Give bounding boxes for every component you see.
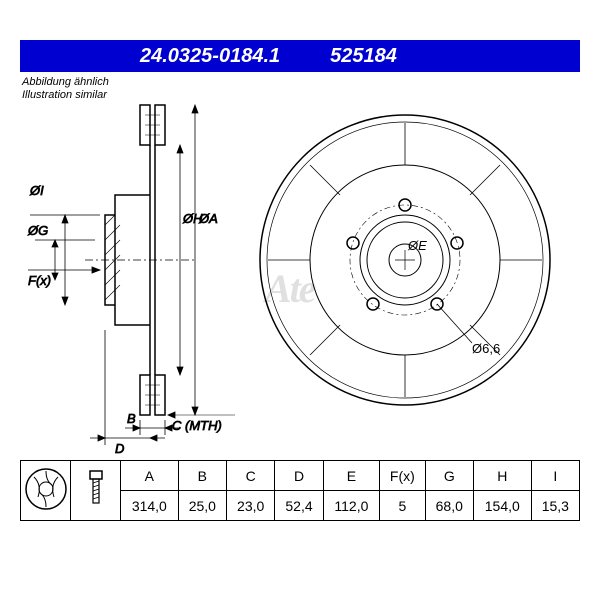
col-header: F(x) — [380, 461, 426, 491]
col-header: H — [473, 461, 531, 491]
col-header: G — [425, 461, 473, 491]
col-header: E — [323, 461, 379, 491]
col-header: D — [275, 461, 323, 491]
cell-value: 25,0 — [178, 491, 226, 521]
col-header: B — [178, 461, 226, 491]
dim-label-c: C (MTH) — [172, 418, 222, 433]
col-header: A — [121, 461, 179, 491]
dimension-table-wrap: A B C D E F(x) G H I 314,0 25,0 23,0 52,… — [20, 460, 580, 521]
cell-value: 68,0 — [425, 491, 473, 521]
front-face-view: ØE Ø6,6 — [260, 115, 550, 405]
cell-value: 154,0 — [473, 491, 531, 521]
dimension-table: A B C D E F(x) G H I 314,0 25,0 23,0 52,… — [20, 460, 580, 521]
side-dimension-lines: ØA ØH ØI ØG F(x) B C (MTH) — [27, 105, 235, 456]
part-number: 24.0325-0184.1 — [140, 45, 280, 68]
bolt-icon-cell — [71, 461, 121, 521]
dim-label-i: ØI — [29, 183, 44, 198]
cell-value: 52,4 — [275, 491, 323, 521]
cell-value: 5 — [380, 491, 426, 521]
col-header: C — [227, 461, 275, 491]
dim-label-b: B — [127, 411, 136, 426]
bolt-icon — [82, 467, 110, 511]
cell-value: 314,0 — [121, 491, 179, 521]
cell-value: 15,3 — [531, 491, 579, 521]
cell-value: 23,0 — [227, 491, 275, 521]
slotted-disc-icon — [24, 467, 68, 511]
table-header-row: A B C D E F(x) G H I — [21, 461, 580, 491]
product-code: 525184 — [330, 45, 397, 68]
disc-icon-cell — [21, 461, 71, 521]
dim-label-d: D — [115, 441, 124, 456]
dim-label-g: ØG — [27, 223, 48, 238]
header-bar: 24.0325-0184.1 525184 — [20, 40, 580, 72]
technical-drawing: ØA ØH ØI ØG F(x) B C (MTH) — [0, 75, 600, 505]
cell-value: 112,0 — [323, 491, 379, 521]
dim-label-f: F(x) — [28, 273, 51, 288]
dim-label-e: ØE — [407, 238, 427, 253]
dim-label-h: ØH — [182, 211, 203, 226]
bolt-hole-label: Ø6,6 — [472, 341, 500, 356]
col-header: I — [531, 461, 579, 491]
